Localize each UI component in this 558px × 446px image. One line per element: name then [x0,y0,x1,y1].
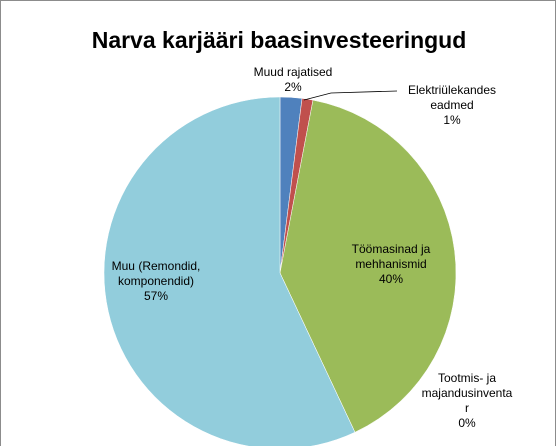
label-value: 40% [378,272,404,286]
pie-slice [279,99,457,433]
label-name: Töömasinad ja mehhanismid [351,242,431,271]
label-value: 1% [443,113,461,127]
label-name: Tootmis- ja majandusinventar [421,371,513,415]
label-name: Muu (Remondid, komponendid) [111,259,201,288]
data-label: Muu (Remondid, komponendid) 57% [96,259,216,304]
data-label: Tootmis- ja majandusinventar 0% [421,371,513,431]
label-value: 0% [458,416,476,430]
data-label: Elektriülekandes eadmed 1% [389,83,515,128]
label-name: Muud rajatised [253,65,333,79]
data-label: Töömasinad ja mehhanismid 40% [331,242,451,287]
label-value: 2% [284,80,302,94]
pie-slice [103,96,356,446]
chart-title: Narva karjääri baasinvesteeringud [91,27,467,53]
label-value: 57% [143,289,169,303]
data-label: Muud rajatised 2% [223,65,363,95]
label-name: Elektriülekandes eadmed [407,83,497,112]
leader-line [303,90,398,101]
